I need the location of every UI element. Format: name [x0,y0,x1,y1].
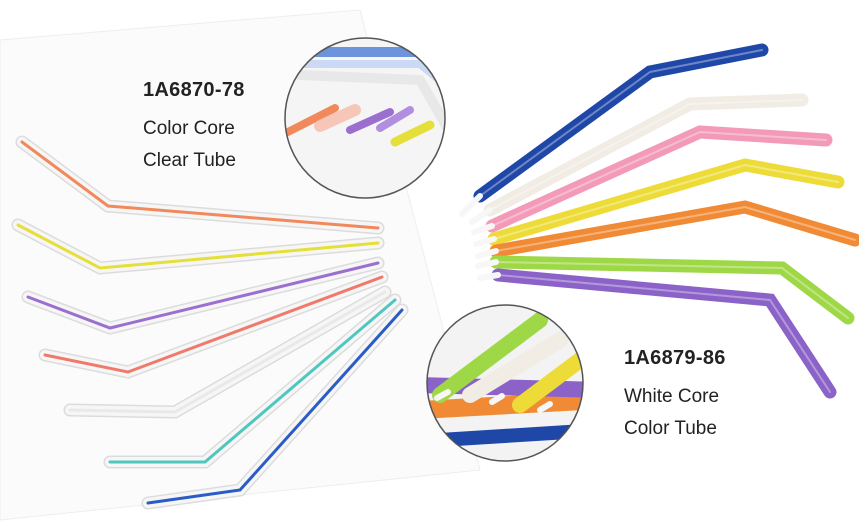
clear-tube-core [26,261,380,330]
white-core-tip [459,193,483,217]
product-label-clear: 1A6870-78 Color Core Clear Tube [143,73,245,177]
product-code: 1A6879-86 [624,347,726,369]
white-core-tip [475,248,499,259]
color-tube-body [487,158,845,246]
white-core-tip [471,223,495,235]
clear-tube-core [16,223,380,270]
color-tube-highlight [489,99,803,211]
color-tube-highlight [495,205,856,252]
white-core-tip [477,272,501,281]
product-label-white: 1A6879-86 White Core Color Tube [624,341,726,445]
color-tube-body [473,43,769,203]
zoom-circle-clear [284,37,446,199]
color-tube-highlight [491,130,827,227]
product-desc-line2: Color Tube [624,418,717,439]
clear-tube-core [146,308,404,505]
color-tube-body [485,125,833,233]
color-tube-highlight [497,274,831,393]
product-desc-line2: Clear Tube [143,150,236,171]
color-tube-group [459,43,859,399]
white-core-tip [473,236,497,247]
clear-tube-core [108,298,397,464]
color-tube-highlight [479,49,763,197]
clear-tube-core [68,290,387,414]
product-desc-line1: Color Core [143,118,235,139]
clear-tube-core [43,275,384,374]
color-tube-body [489,200,859,258]
color-tube-body [489,255,855,325]
zoom-circle-color [426,304,584,462]
product-desc-line1: White Core [624,386,720,407]
white-core-tip [475,259,499,269]
white-core-tip [469,207,493,225]
color-tube-highlight [495,261,849,319]
clear-tube-core [20,140,380,230]
clear-tube-group [11,135,409,510]
color-tube-body [483,93,809,217]
color-tube-body [491,268,837,399]
product-code: 1A6870-78 [143,79,245,101]
color-tube-highlight [493,163,839,240]
